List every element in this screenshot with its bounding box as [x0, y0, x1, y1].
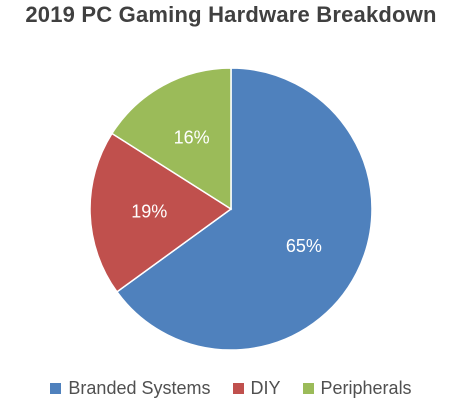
legend-swatch-branded-systems	[50, 383, 62, 394]
pie-slice-branded-systems	[115, 67, 373, 351]
legend-item-diy: DIY	[232, 378, 281, 399]
legend-swatch-peripherals	[302, 383, 314, 394]
legend-item-peripherals: Peripherals	[302, 378, 412, 399]
legend-item-branded-systems: Branded Systems	[50, 378, 211, 399]
data-label-branded-systems: 65%	[286, 236, 322, 256]
legend-label-peripherals: Peripherals	[320, 378, 412, 398]
pie-slice-peripherals	[110, 67, 232, 211]
data-label-peripherals: 16%	[174, 127, 210, 147]
chart-title: 2019 PC Gaming Hardware Breakdown	[25, 2, 437, 27]
chart-legend: Branded Systems DIY Peripherals	[0, 378, 462, 399]
pie-slice-diy	[89, 132, 233, 293]
legend-swatch-diy	[232, 383, 244, 394]
legend-label-branded-systems: Branded Systems	[68, 378, 211, 398]
legend-label-diy: DIY	[250, 378, 281, 398]
data-label-diy: 19%	[131, 202, 167, 222]
